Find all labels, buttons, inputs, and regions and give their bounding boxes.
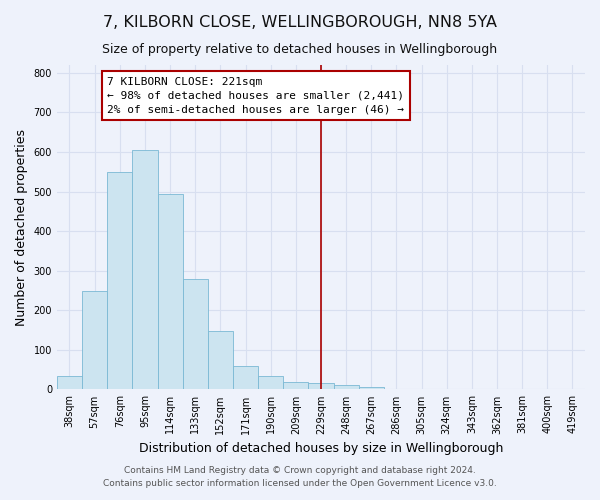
Bar — [334, 386, 359, 390]
Y-axis label: Number of detached properties: Number of detached properties — [15, 128, 28, 326]
Text: Size of property relative to detached houses in Wellingborough: Size of property relative to detached ho… — [103, 42, 497, 56]
Text: 7, KILBORN CLOSE, WELLINGBOROUGH, NN8 5YA: 7, KILBORN CLOSE, WELLINGBOROUGH, NN8 5Y… — [103, 15, 497, 30]
Bar — [359, 388, 384, 390]
Text: 7 KILBORN CLOSE: 221sqm
← 98% of detached houses are smaller (2,441)
2% of semi-: 7 KILBORN CLOSE: 221sqm ← 98% of detache… — [107, 77, 404, 115]
Text: Contains HM Land Registry data © Crown copyright and database right 2024.
Contai: Contains HM Land Registry data © Crown c… — [103, 466, 497, 487]
Bar — [158, 194, 182, 390]
Bar — [82, 290, 107, 390]
Bar — [560, 388, 585, 390]
Bar — [283, 382, 308, 390]
Bar — [258, 376, 283, 390]
Bar — [133, 150, 158, 390]
Bar — [308, 384, 334, 390]
Bar — [208, 331, 233, 390]
Bar — [182, 280, 208, 390]
X-axis label: Distribution of detached houses by size in Wellingborough: Distribution of detached houses by size … — [139, 442, 503, 455]
Bar — [233, 366, 258, 390]
Bar — [107, 172, 133, 390]
Bar — [57, 376, 82, 390]
Bar — [384, 388, 409, 390]
